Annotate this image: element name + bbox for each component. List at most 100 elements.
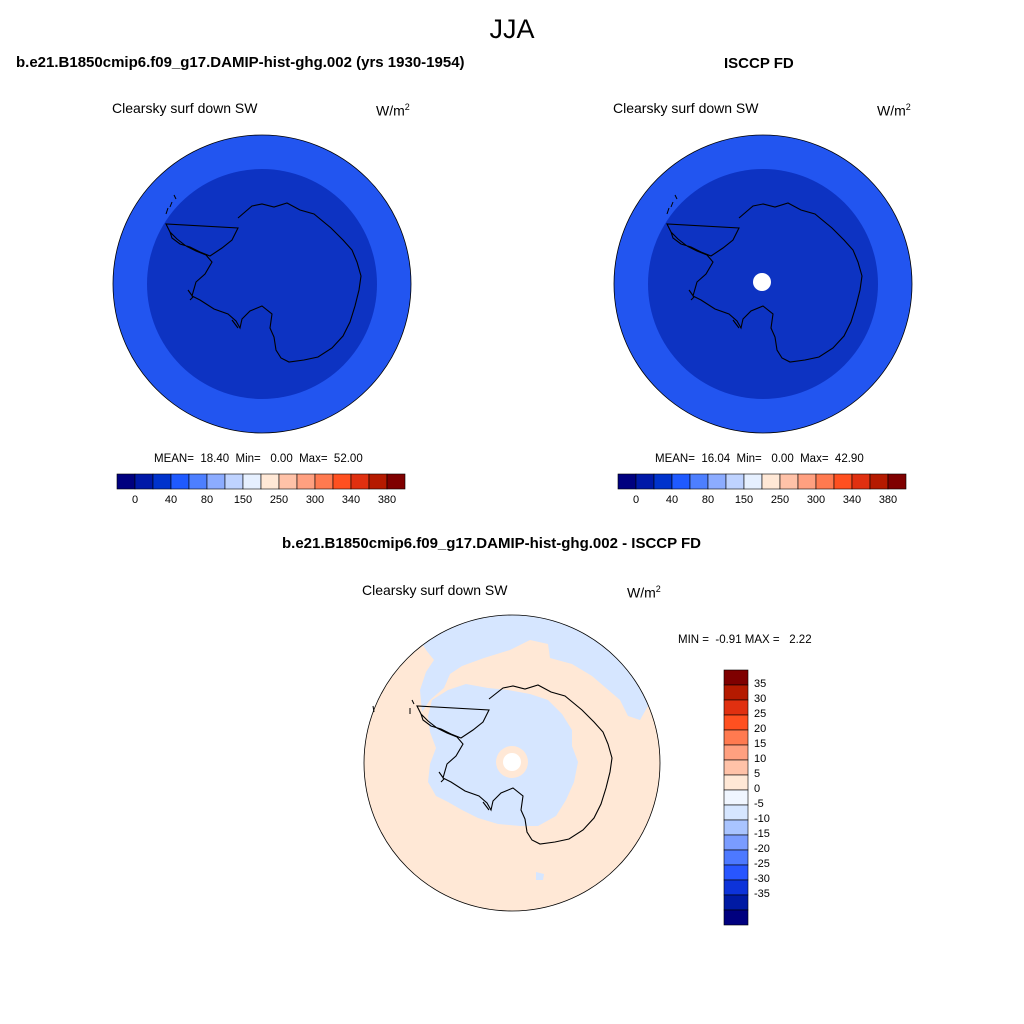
- colorbar-swatch: [296, 473, 316, 490]
- panel-2-variable: Clearsky surf down SW: [613, 100, 759, 116]
- colorbar-tick-label: 340: [341, 494, 361, 506]
- colorbar-swatch: [260, 473, 280, 490]
- colorbar-swatch: [723, 879, 749, 896]
- colorbar-swatch: [723, 849, 749, 866]
- diff-minmax: MIN = -0.91 MAX = 2.22: [678, 634, 812, 646]
- panel-2-map: [613, 134, 913, 434]
- colorbar-swatch: [887, 473, 907, 490]
- colorbar-swatch: [743, 473, 763, 490]
- colorbar-swatch: [815, 473, 835, 490]
- colorbar-swatch: [851, 473, 871, 490]
- colorbar-swatch: [653, 473, 673, 490]
- diff-negative-region: [420, 615, 648, 880]
- colorbar-swatch: [723, 684, 749, 701]
- colorbar-swatch: [671, 473, 691, 490]
- season-title: JJA: [489, 14, 535, 44]
- diff-map-border: [363, 614, 661, 912]
- colorbar-swatch: [723, 789, 749, 806]
- colorbar-tick-label: -15: [754, 828, 770, 840]
- colorbar-swatch: [386, 473, 406, 490]
- colorbar-swatch: [723, 774, 749, 791]
- colorbar-swatch: [152, 473, 172, 490]
- colorbar-tick-label: 300: [806, 494, 826, 506]
- panel-1-peninsula-islands: [165, 194, 177, 215]
- colorbar-swatch: [723, 729, 749, 746]
- colorbar-swatch: [797, 473, 817, 490]
- colorbar-tick-label: 5: [754, 768, 761, 780]
- panel-1-variable: Clearsky surf down SW: [112, 100, 258, 116]
- colorbar-swatch: [170, 473, 190, 490]
- colorbar-swatch: [723, 699, 749, 716]
- colorbar-tick-label: 250: [770, 494, 790, 506]
- colorbar-swatch: [635, 473, 655, 490]
- panel-2-units: W/m2: [877, 102, 911, 119]
- colorbar-tick-label: -10: [754, 813, 770, 825]
- colorbar-tick-label: -5: [754, 798, 764, 810]
- colorbar-tick-label: 300: [305, 494, 325, 506]
- panel-2-antarctica-coastline: [666, 202, 863, 363]
- colorbar-swatch: [242, 473, 262, 490]
- colorbar-tick-label: -35: [754, 888, 770, 900]
- colorbar-swatch: [723, 759, 749, 776]
- colorbar-tick-label: 250: [269, 494, 289, 506]
- diff-colorbar: [723, 669, 749, 926]
- diff-units: W/m2: [627, 584, 661, 601]
- colorbar-swatch: [723, 819, 749, 836]
- diff-antarctica-coastline: [416, 684, 613, 845]
- colorbar-swatch: [350, 473, 370, 490]
- colorbar-tick-label: 150: [233, 494, 253, 506]
- colorbar-tick-label: 35: [754, 678, 767, 690]
- colorbar-swatch: [725, 473, 745, 490]
- colorbar-swatch: [332, 473, 352, 490]
- colorbar-tick-label: 0: [632, 494, 640, 506]
- panel-2-pole-hole: [753, 273, 771, 291]
- panel-1-stats: MEAN= 18.40 Min= 0.00 Max= 52.00: [154, 453, 363, 465]
- colorbar-swatch: [723, 744, 749, 761]
- colorbar-swatch: [833, 473, 853, 490]
- panel-1-antarctica-coastline: [165, 202, 362, 363]
- colorbar-tick-label: 80: [200, 494, 214, 506]
- colorbar-tick-label: 15: [754, 738, 767, 750]
- colorbar-swatch: [723, 669, 749, 686]
- panel-2-stats: MEAN= 16.04 Min= 0.00 Max= 42.90: [655, 453, 864, 465]
- colorbar-swatch: [116, 473, 136, 490]
- colorbar-tick-label: 340: [842, 494, 862, 506]
- colorbar-swatch: [723, 804, 749, 821]
- colorbar-swatch: [707, 473, 727, 490]
- colorbar-tick-label: 0: [131, 494, 139, 506]
- colorbar-tick-label: 20: [754, 723, 767, 735]
- diff-title: b.e21.B1850cmip6.f09_g17.DAMIP-hist-ghg.…: [282, 535, 702, 552]
- colorbar-tick-label: 30: [754, 693, 767, 705]
- colorbar-tick-label: 10: [754, 753, 767, 765]
- colorbar-swatch: [278, 473, 298, 490]
- colorbar-swatch: [314, 473, 334, 490]
- colorbar-swatch: [134, 473, 154, 490]
- panel-1-map: [112, 134, 412, 434]
- panel-1-title: b.e21.B1850cmip6.f09_g17.DAMIP-hist-ghg.…: [16, 54, 465, 71]
- colorbar-tick-label: -25: [754, 858, 770, 870]
- colorbar-tick-label: 40: [665, 494, 679, 506]
- colorbar-tick-label: -30: [754, 873, 770, 885]
- panel-2-peninsula-islands: [666, 194, 678, 215]
- colorbar-swatch: [206, 473, 226, 490]
- colorbar-tick-label: 150: [734, 494, 754, 506]
- colorbar-swatch: [723, 909, 749, 926]
- panel-2-colorbar: [617, 473, 907, 490]
- colorbar-tick-label: 0: [754, 783, 761, 795]
- colorbar-swatch: [869, 473, 889, 490]
- diff-map: [363, 614, 661, 912]
- colorbar-swatch: [368, 473, 388, 490]
- colorbar-tick-label: 380: [878, 494, 898, 506]
- colorbar-swatch: [723, 894, 749, 911]
- colorbar-swatch: [723, 714, 749, 731]
- colorbar-swatch: [617, 473, 637, 490]
- colorbar-tick-label: 25: [754, 708, 767, 720]
- colorbar-swatch: [723, 834, 749, 851]
- panel-2-title: ISCCP FD: [724, 55, 794, 72]
- colorbar-swatch: [779, 473, 799, 490]
- diff-variable: Clearsky surf down SW: [362, 582, 508, 598]
- colorbar-tick-label: -20: [754, 843, 770, 855]
- panel-1-colorbar: [116, 473, 406, 490]
- colorbar-swatch: [723, 864, 749, 881]
